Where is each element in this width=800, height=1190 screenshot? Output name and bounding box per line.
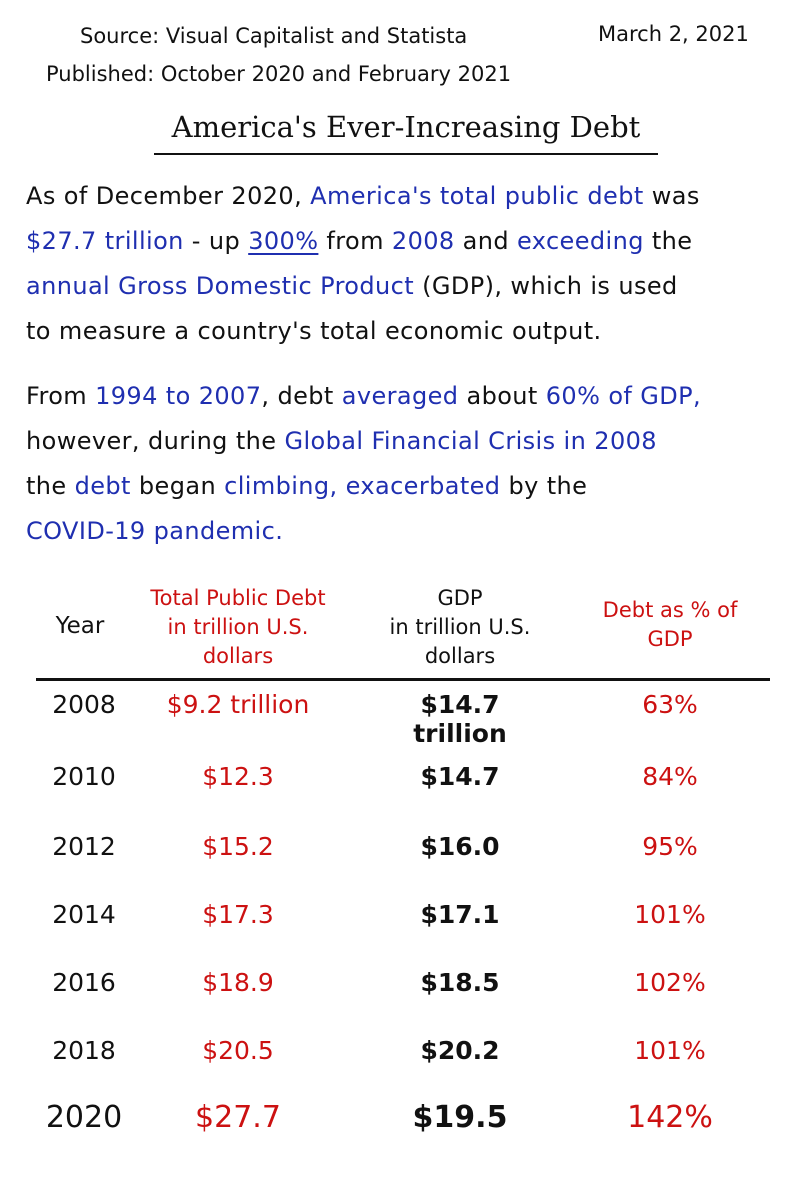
table-row: 2020 $27.7 $19.5 142% xyxy=(0,1100,800,1140)
cell-debt-pct: 102% xyxy=(634,968,706,997)
header-label: Debt as % of xyxy=(602,598,738,622)
table-row: 2010 $12.3 $14.7 84% xyxy=(0,762,800,802)
cell-gdp: $19.5 xyxy=(412,1100,508,1135)
cell-debt-pct: 84% xyxy=(642,762,698,791)
cell-gdp: $16.0 xyxy=(420,832,500,861)
cell-gdp: $17.1 xyxy=(420,900,500,929)
header-label: GDP xyxy=(437,586,483,610)
source-line: Source: Visual Capitalist and Statista xyxy=(80,24,467,48)
history-paragraph: From 1994 to 2007, debt averaged about 6… xyxy=(26,374,776,554)
highlight-span: climbing, exacerbated xyxy=(224,472,501,500)
document-date: March 2, 2021 xyxy=(598,22,749,46)
header-label: in trillion U.S. xyxy=(389,615,531,639)
paragraph-line: the debt began climbing, exacerbated by … xyxy=(26,464,776,509)
source-text: Visual Capitalist and Statista xyxy=(165,24,468,48)
cell-debt: $20.5 xyxy=(202,1036,274,1065)
paragraph-line: As of December 2020, America's total pub… xyxy=(26,174,776,219)
highlight-span: debt xyxy=(74,472,131,500)
source-label: Source: xyxy=(80,24,160,48)
header-label: dollars xyxy=(202,644,274,668)
text-span: and xyxy=(454,227,518,255)
table-row: 2018 $20.5 $20.2 101% xyxy=(0,1036,800,1076)
cell-year: 2016 xyxy=(52,968,116,997)
header-label: Total Public Debt xyxy=(150,586,326,610)
text-span: about xyxy=(458,382,546,410)
table-header-rule xyxy=(36,678,770,681)
published-text: October 2020 and February 2021 xyxy=(160,62,512,86)
cell-debt: $17.3 xyxy=(202,900,274,929)
paragraph-line: $27.7 trillion - up 300% from 2008 and e… xyxy=(26,219,776,264)
cell-year: 2012 xyxy=(52,832,116,861)
highlight-span: COVID-19 pandemic. xyxy=(26,517,284,545)
header-label: Year xyxy=(55,613,105,639)
column-header-debt: Total Public Debt in trillion U.S. dolla… xyxy=(138,584,338,671)
cell-debt: $27.7 xyxy=(195,1100,281,1135)
highlight-span: America's total public debt xyxy=(310,182,644,210)
cell-debt-pct: 63% xyxy=(642,690,698,719)
cell-gdp: $14.7 xyxy=(420,762,500,791)
column-header-year: Year xyxy=(40,612,120,641)
column-header-debt-pct: Debt as % of GDP xyxy=(590,596,750,654)
cell-gdp: $18.5 xyxy=(420,968,500,997)
text-span: the xyxy=(643,227,693,255)
table-row: 2012 $15.2 $16.0 95% xyxy=(0,832,800,872)
table-row: 2014 $17.3 $17.1 101% xyxy=(0,900,800,940)
paragraph-line: to measure a country's total economic ou… xyxy=(26,309,776,354)
text-span: by the xyxy=(500,472,588,500)
header-label: in trillion U.S. xyxy=(167,615,309,639)
published-label: Published: xyxy=(46,62,155,86)
paragraph-line: From 1994 to 2007, debt averaged about 6… xyxy=(26,374,776,419)
column-header-gdp: GDP in trillion U.S. dollars xyxy=(370,584,550,671)
highlight-span: 2008 xyxy=(391,227,455,255)
title-underline xyxy=(154,153,658,155)
cell-debt: $18.9 xyxy=(202,968,274,997)
text-span: to measure a country's total economic ou… xyxy=(26,317,602,345)
highlight-span: 1994 to 2007 xyxy=(95,382,262,410)
header-label: GDP xyxy=(647,627,693,651)
highlight-span: $27.7 trillion xyxy=(26,227,184,255)
highlight-span: exceeding xyxy=(517,227,644,255)
cell-debt: $12.3 xyxy=(202,762,274,791)
cell-year: 2020 xyxy=(45,1100,123,1135)
highlight-span: averaged xyxy=(341,382,459,410)
page-title: America's Ever-Increasing Debt xyxy=(171,110,641,144)
intro-paragraph: As of December 2020, America's total pub… xyxy=(26,174,776,354)
table-row: 2016 $18.9 $18.5 102% xyxy=(0,968,800,1008)
cell-debt: $15.2 xyxy=(202,832,274,861)
highlight-span: Global Financial Crisis in 2008 xyxy=(284,427,657,455)
highlight-span: annual Gross Domestic Product xyxy=(26,272,415,300)
text-span: - up xyxy=(183,227,249,255)
cell-gdp: $20.2 xyxy=(420,1036,500,1065)
cell-debt: $9.2 trillion xyxy=(166,690,310,719)
text-span: the xyxy=(26,472,75,500)
cell-debt-pct: 142% xyxy=(627,1100,713,1135)
cell-year: 2010 xyxy=(52,762,116,791)
cell-gdp: $14.7 trillion xyxy=(413,690,507,748)
header-label: dollars xyxy=(424,644,496,668)
text-span: As of December 2020, xyxy=(26,182,311,210)
cell-year: 2014 xyxy=(52,900,116,929)
text-span: , debt xyxy=(261,382,342,410)
text-span: From xyxy=(26,382,96,410)
text-span: however, during the xyxy=(26,427,285,455)
text-span: began xyxy=(130,472,225,500)
paragraph-line: however, during the Global Financial Cri… xyxy=(26,419,776,464)
cell-year: 2018 xyxy=(52,1036,116,1065)
table-row: 2008 $9.2 trillion $14.7 trillion 63% xyxy=(0,690,800,748)
text-span: was xyxy=(643,182,700,210)
paragraph-line: COVID-19 pandemic. xyxy=(26,509,776,554)
paragraph-line: annual Gross Domestic Product (GDP), whi… xyxy=(26,264,776,309)
text-span: (GDP), which is used xyxy=(414,272,678,300)
published-line: Published: October 2020 and February 202… xyxy=(46,62,511,86)
text-span: from xyxy=(318,227,392,255)
cell-debt-pct: 95% xyxy=(642,832,698,861)
cell-year: 2008 xyxy=(52,690,116,719)
cell-debt-pct: 101% xyxy=(634,1036,706,1065)
highlight-span: 60% of GDP, xyxy=(545,382,702,410)
cell-debt-pct: 101% xyxy=(634,900,706,929)
highlight-span: 300% xyxy=(248,227,319,255)
